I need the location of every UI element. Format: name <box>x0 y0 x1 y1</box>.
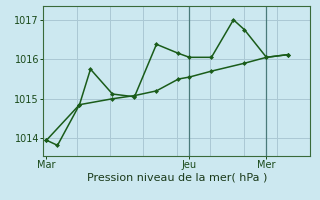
X-axis label: Pression niveau de la mer( hPa ): Pression niveau de la mer( hPa ) <box>87 173 267 183</box>
